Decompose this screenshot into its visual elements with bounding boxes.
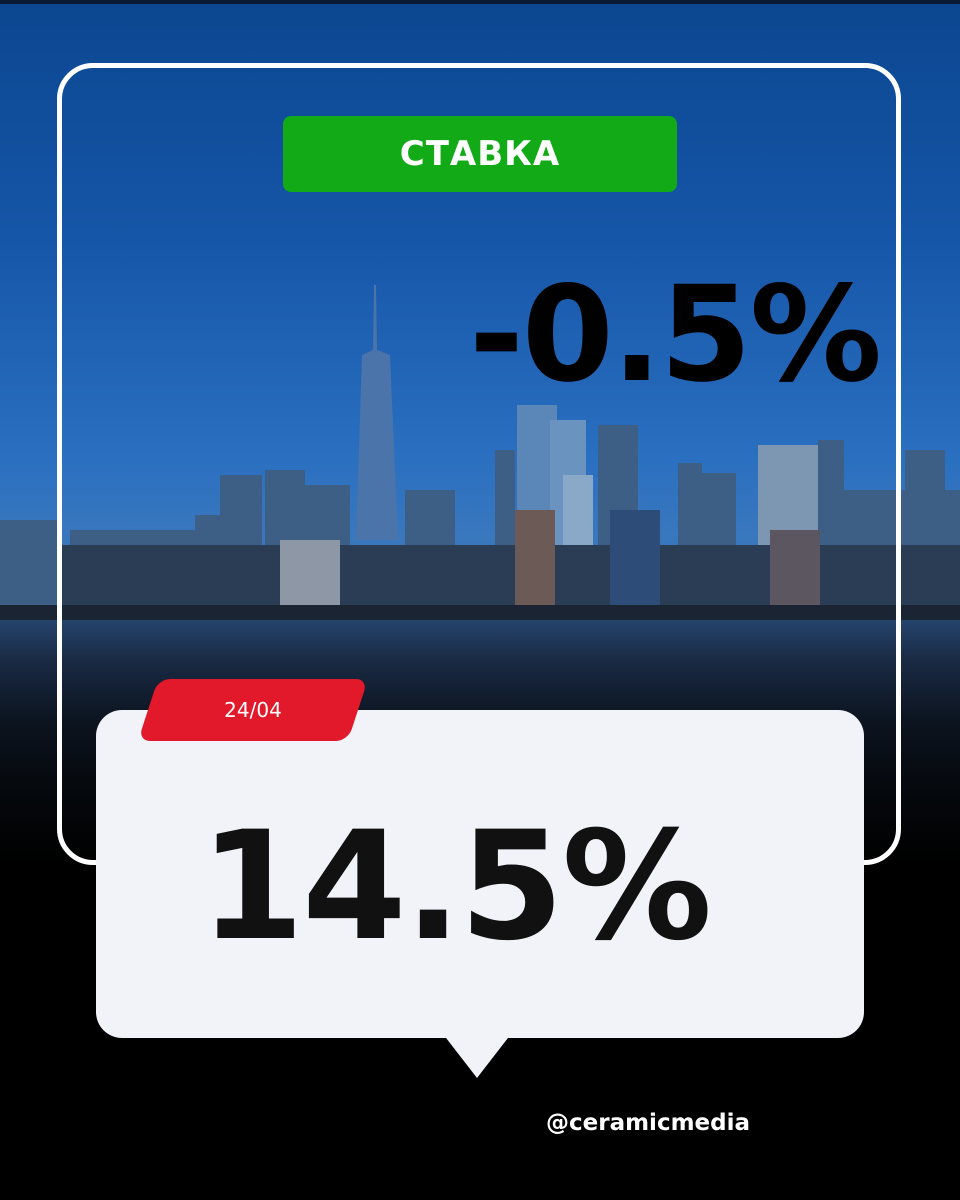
rate-change: -0.5% xyxy=(469,258,882,412)
rate-value: 14.5% xyxy=(199,800,712,974)
top-border xyxy=(0,0,960,4)
rate-card xyxy=(96,710,864,1038)
speech-bubble-pointer xyxy=(443,1034,511,1078)
rate-tag-label: СТАВКА xyxy=(399,134,561,174)
rate-tag: СТАВКА xyxy=(283,116,677,192)
date-label: 24/04 xyxy=(224,698,282,722)
skyline-image xyxy=(0,285,960,620)
author-handle: @ceramicmedia xyxy=(546,1110,751,1136)
date-badge: 24/04 xyxy=(137,679,369,741)
